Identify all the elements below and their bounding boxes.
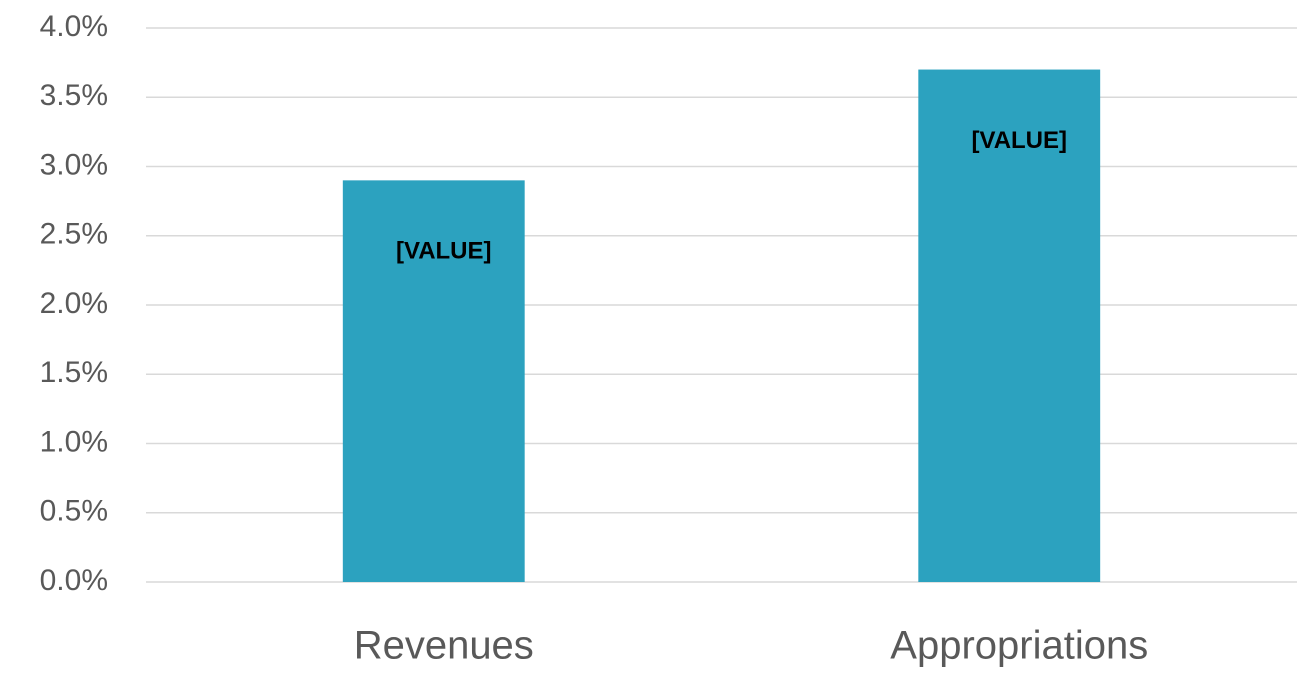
y-tick-label: 4.0% [40, 10, 108, 43]
x-tick-label: Appropriations [890, 624, 1148, 668]
bar [918, 69, 1101, 583]
value-label: [VALUE] [396, 238, 492, 265]
value-label: [VALUE] [971, 127, 1067, 154]
bar [342, 180, 525, 582]
y-tick-label: 0.5% [40, 495, 108, 528]
y-tick-label: 1.0% [40, 425, 108, 458]
y-tick-label: 2.0% [40, 287, 108, 320]
y-tick-label: 1.5% [40, 356, 108, 389]
y-tick-label: 3.5% [40, 79, 108, 112]
y-tick-label: 2.5% [40, 218, 108, 251]
y-tick-label: 0.0% [40, 564, 108, 597]
x-tick-label: Revenues [354, 624, 534, 668]
y-tick-label: 3.0% [40, 148, 108, 181]
